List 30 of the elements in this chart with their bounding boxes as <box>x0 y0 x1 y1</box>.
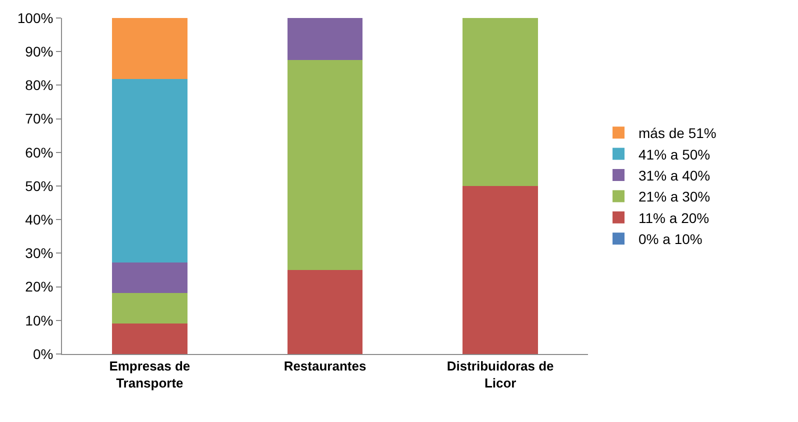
legend-label: 11% a 20% <box>638 210 710 226</box>
bar <box>112 292 188 324</box>
x-tick-label: Distribuidoras de Licor <box>446 358 554 390</box>
y-tick-label: 100% <box>17 10 54 26</box>
legend-label: más de 51% <box>638 125 716 142</box>
bar <box>112 79 188 262</box>
bar <box>287 270 363 354</box>
y-tick-label: 10% <box>25 312 54 328</box>
y-tick-label: 90% <box>25 44 54 60</box>
y-tick-label: 30% <box>25 245 54 262</box>
y-tick-label: 80% <box>25 77 54 94</box>
bar <box>112 262 188 293</box>
x-tick-label: Empresas de Transporte <box>109 358 190 390</box>
bar <box>287 18 363 60</box>
y-tick-label: 70% <box>25 110 54 127</box>
y-tick-label: 60% <box>25 144 54 160</box>
y-tick-label: 50% <box>25 178 54 194</box>
y-tick-label: 0% <box>32 346 54 362</box>
bar <box>112 18 188 80</box>
legend-label: 21% a 30% <box>638 188 710 205</box>
bar <box>462 186 538 354</box>
bar <box>287 60 363 270</box>
bar <box>112 323 188 354</box>
bar <box>462 18 538 186</box>
y-tick-label: 20% <box>25 278 54 295</box>
x-tick-label: Restaurantes <box>284 358 366 374</box>
legend-label: 31% a 40% <box>638 167 710 184</box>
legend-label: 0% a 10% <box>638 231 702 248</box>
legend-label: 41% a 50% <box>638 146 710 162</box>
y-tick-label: 40% <box>25 212 54 228</box>
